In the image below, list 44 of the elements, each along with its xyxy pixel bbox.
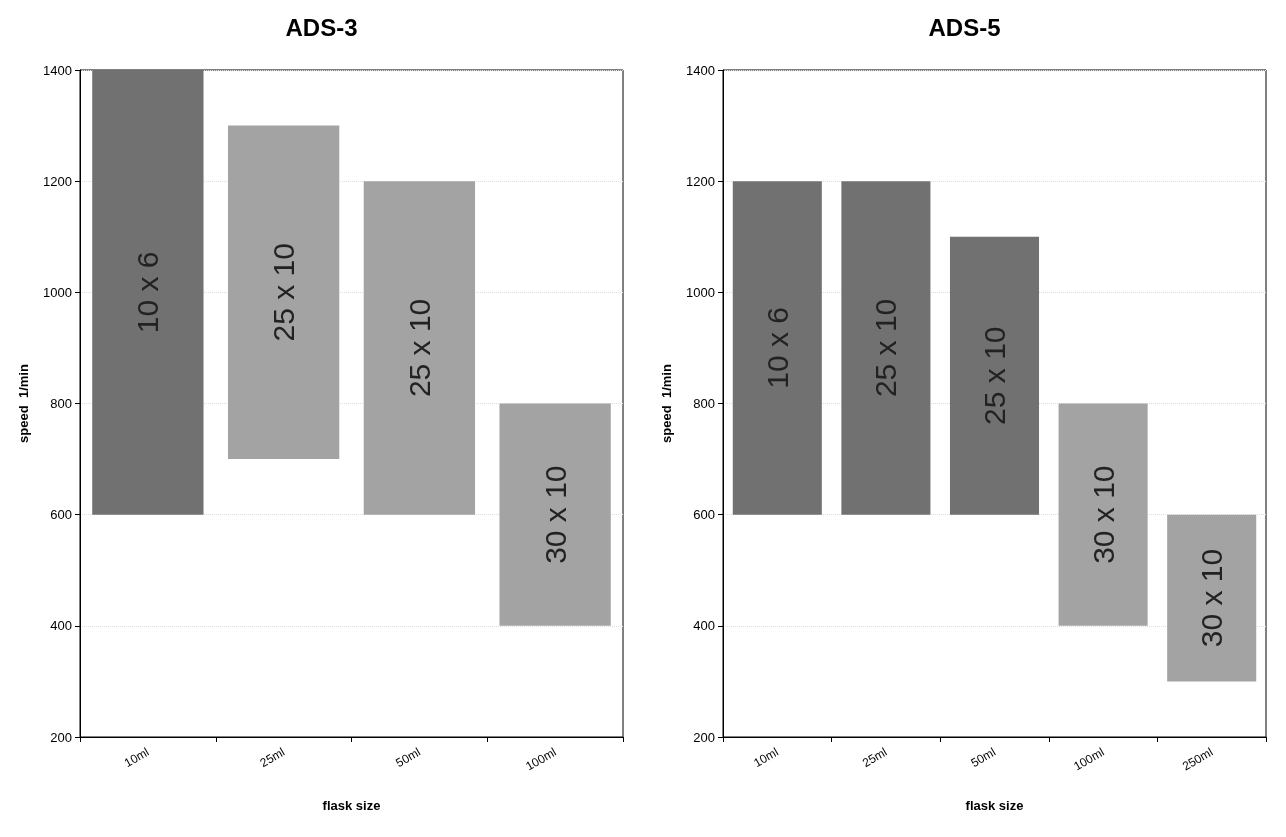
x-axis-title: flask size bbox=[965, 798, 1024, 813]
x-tick-label: 50ml bbox=[393, 744, 423, 771]
x-tick-label: 25ml bbox=[859, 744, 890, 771]
bar bbox=[363, 181, 476, 515]
bar bbox=[1058, 403, 1148, 626]
y-tick-label: 1000 bbox=[686, 284, 715, 300]
annotation: 30 x 10 bbox=[538, 465, 572, 564]
y-tick-label: 400 bbox=[693, 618, 715, 634]
y-tick-label: 1200 bbox=[43, 173, 72, 189]
annotation: 25 x 10 bbox=[267, 243, 301, 342]
chart-title: ADS-5 bbox=[928, 13, 1001, 41]
x-tick-label: 25ml bbox=[257, 744, 288, 771]
annotation: 30 x 10 bbox=[1086, 465, 1120, 564]
y-tick-label: 600 bbox=[50, 507, 72, 523]
annotation: 30 x 10 bbox=[1195, 548, 1229, 648]
y-axis-title: speed 1/min bbox=[659, 364, 674, 443]
annotation: 25 x 10 bbox=[402, 298, 436, 398]
y-axis-title: speed 1/min bbox=[16, 364, 31, 443]
annotation: 10 x 6 bbox=[131, 251, 165, 334]
bar bbox=[841, 181, 931, 515]
annotation: 25 x 10 bbox=[978, 326, 1011, 425]
y-tick-label: 800 bbox=[50, 396, 72, 411]
x-tick-label: 50ml bbox=[968, 744, 998, 771]
bar bbox=[227, 125, 340, 460]
annotation: 25 x 10 bbox=[869, 298, 903, 398]
y-tick-label: 400 bbox=[50, 618, 72, 634]
x-tick-label: 10ml bbox=[751, 744, 781, 771]
bar bbox=[949, 236, 1040, 515]
bar bbox=[732, 181, 822, 515]
x-tick-label: 10ml bbox=[121, 744, 152, 771]
y-tick-label: 600 bbox=[693, 507, 715, 523]
x-axis-title: flask size bbox=[322, 798, 381, 813]
y-tick-label: 1200 bbox=[686, 173, 715, 189]
y-tick-label: 1400 bbox=[43, 62, 72, 78]
y-tick-label: 1000 bbox=[43, 284, 72, 300]
bar bbox=[92, 70, 204, 515]
bar bbox=[1167, 514, 1257, 682]
y-tick-label: 200 bbox=[50, 729, 72, 745]
y-tick-label: 200 bbox=[693, 729, 715, 745]
y-tick-label: 1400 bbox=[686, 62, 715, 78]
y-tick-label: 800 bbox=[693, 396, 715, 411]
annotation: 10 x 6 bbox=[760, 307, 794, 389]
bar bbox=[499, 403, 611, 626]
chart-title: ADS-3 bbox=[285, 13, 358, 41]
